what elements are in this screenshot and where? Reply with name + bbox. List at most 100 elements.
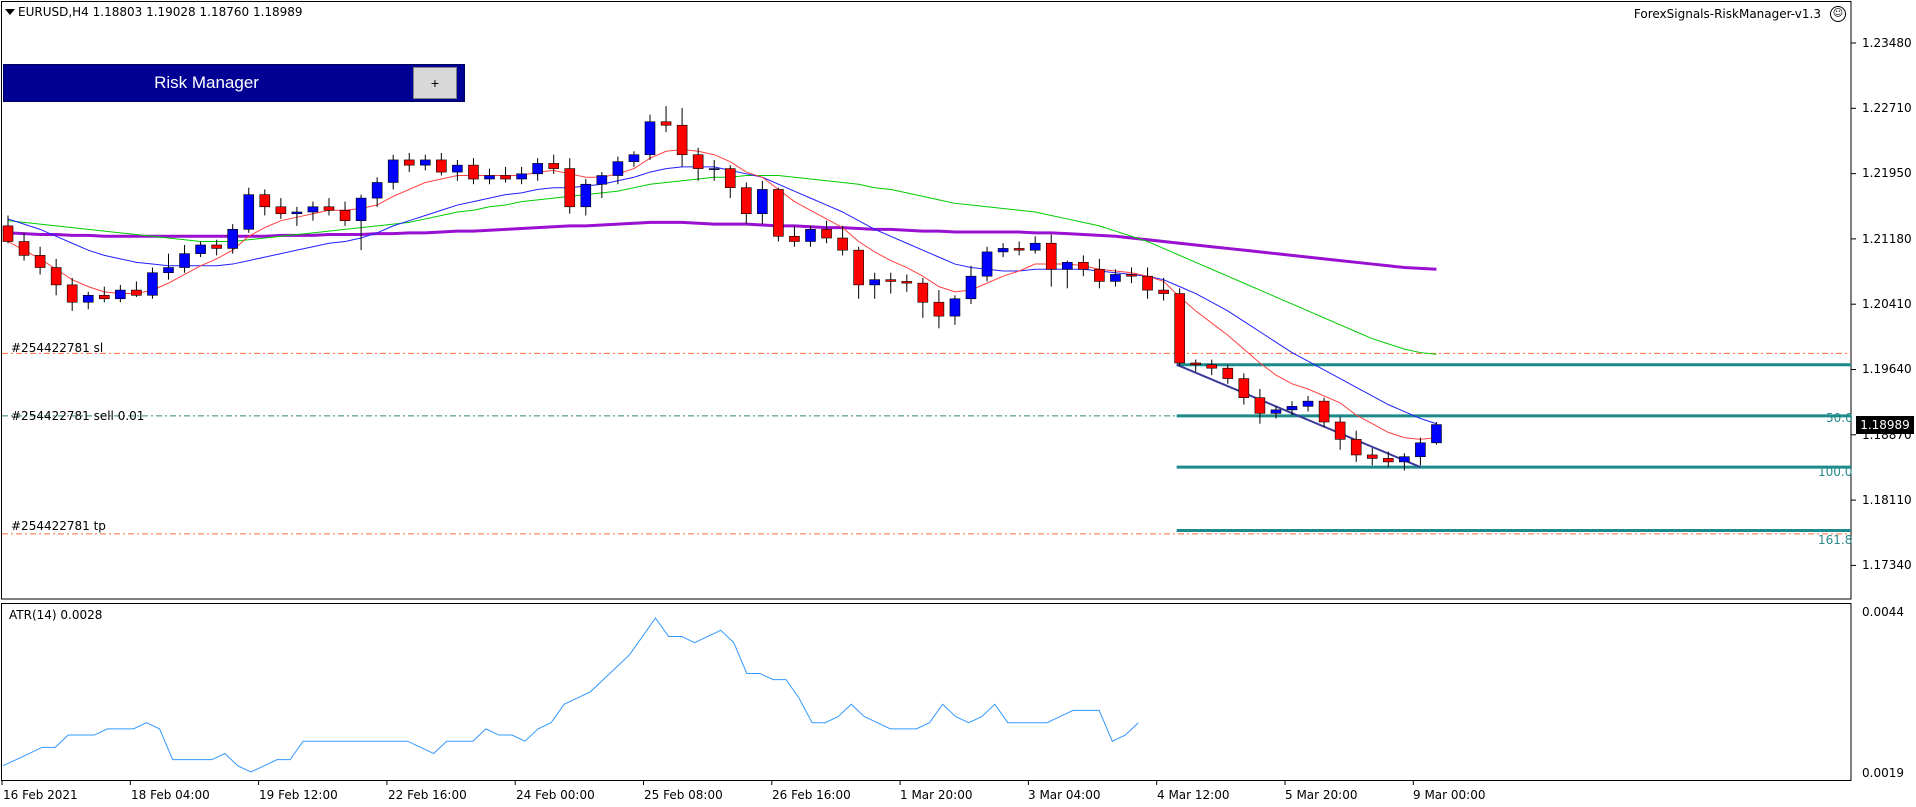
- time-axis-tick: 22 Feb 16:00: [388, 788, 467, 802]
- candle-body: [997, 248, 1009, 253]
- symbol-dropdown-icon[interactable]: [5, 9, 15, 15]
- candle-body: [1142, 275, 1153, 291]
- candle-body: [981, 251, 993, 277]
- candle-body: [1174, 293, 1185, 364]
- candle-body: [1431, 424, 1442, 444]
- candle-body: [1399, 456, 1410, 463]
- candle-body: [1286, 406, 1298, 411]
- candle-body: [66, 284, 78, 303]
- candle-body: [965, 275, 977, 300]
- candle-body: [628, 154, 640, 162]
- atr-axis-tick: 0.0044: [1862, 605, 1904, 619]
- fib-level-50-label: 50.0: [1826, 411, 1853, 425]
- candle-body: [805, 229, 816, 242]
- candle-body: [18, 241, 30, 256]
- atr-axis-tick: 0.0019: [1862, 766, 1904, 780]
- candle-body: [1158, 289, 1169, 294]
- risk-manager-expand-button[interactable]: +: [413, 67, 457, 99]
- expert-advisor-name: ForexSignals-RiskManager-v1.3: [1633, 7, 1821, 21]
- candle-body: [1078, 262, 1089, 270]
- candle-body: [307, 206, 319, 213]
- candle-body: [516, 173, 527, 180]
- candle-body: [708, 168, 720, 170]
- candle-body: [1029, 242, 1041, 251]
- candle-body: [885, 279, 897, 282]
- candle-body: [580, 183, 592, 208]
- candle-body: [837, 237, 848, 251]
- candle-body: [660, 121, 672, 126]
- time-axis-tick: 5 Mar 20:00: [1285, 788, 1358, 802]
- candle-body: [387, 159, 399, 183]
- candle-body: [34, 255, 46, 268]
- candle-body: [789, 235, 800, 242]
- candle-body: [596, 175, 608, 185]
- candle-body: [275, 206, 287, 215]
- candle-body: [179, 253, 190, 268]
- candle-body: [1366, 454, 1378, 459]
- price-axis-tick: 1.19640: [1862, 362, 1912, 376]
- candle-body: [500, 175, 511, 180]
- candle-body: [901, 281, 913, 284]
- candle-body: [50, 267, 62, 286]
- candle-body: [115, 289, 126, 300]
- risk-manager-panel: Risk Manager +: [3, 64, 465, 102]
- price-axis-tick: 1.22710: [1862, 101, 1912, 115]
- entry-order-label: #254422781 sell 0.01: [11, 409, 145, 423]
- candle-body: [1302, 400, 1314, 407]
- candle-body: [1013, 248, 1025, 251]
- price-axis-tick: 1.17340: [1862, 558, 1912, 572]
- candle-body: [259, 194, 271, 208]
- risk-manager-title[interactable]: Risk Manager: [154, 73, 259, 92]
- ma-long-line: [7, 220, 1437, 271]
- price-axis-tick: 1.21180: [1862, 232, 1912, 246]
- time-axis-tick: 3 Mar 04:00: [1028, 788, 1101, 802]
- time-axis-tick: 9 Mar 00:00: [1413, 788, 1486, 802]
- candle-body: [163, 267, 174, 274]
- time-axis-tick: 4 Mar 12:00: [1157, 788, 1230, 802]
- candle-body: [1222, 367, 1234, 379]
- candle-body: [1318, 400, 1330, 423]
- symbol-info: EURUSD,H4 1.18803 1.19028 1.18760 1.1898…: [18, 5, 303, 19]
- candle-body: [1062, 262, 1073, 270]
- candle-body: [436, 159, 447, 173]
- candle-body: [1045, 242, 1057, 270]
- candle-body: [1238, 378, 1250, 398]
- candle-body: [692, 154, 704, 169]
- candle-body: [452, 164, 463, 173]
- candle-body: [1126, 274, 1137, 277]
- candle-body: [131, 289, 142, 296]
- candle-body: [548, 163, 560, 169]
- candle-body: [2, 225, 14, 242]
- candle-body: [1270, 409, 1282, 414]
- time-axis-tick: 26 Feb 16:00: [772, 788, 851, 802]
- candle-body: [933, 301, 945, 317]
- candle-body: [403, 159, 415, 166]
- time-axis-tick: 25 Feb 08:00: [644, 788, 723, 802]
- ma-mid-line: [7, 166, 1437, 425]
- candle-body: [195, 244, 206, 254]
- candle-body: [644, 121, 656, 156]
- candle-body: [484, 175, 495, 180]
- candle-body: [355, 197, 367, 221]
- candle-body: [869, 279, 881, 286]
- fib-level-100-label: 100.0: [1818, 465, 1853, 479]
- candle-body: [1415, 442, 1426, 457]
- candle-body: [1094, 268, 1105, 282]
- candle-body: [468, 164, 479, 180]
- fib-trend-line: [1176, 363, 1421, 469]
- candle-body: [227, 229, 238, 249]
- main-chart-frame: [1, 1, 1852, 600]
- candle-body: [1254, 397, 1266, 414]
- candle-body: [612, 161, 624, 176]
- atr-panel-frame: [1, 603, 1852, 781]
- price-axis-tick: 1.21950: [1862, 166, 1912, 180]
- candle-body: [99, 294, 110, 300]
- stop-loss-label: #254422781 sl: [11, 341, 104, 355]
- candle-body: [853, 249, 864, 286]
- atr-indicator-label: ATR(14) 0.0028: [9, 608, 103, 622]
- candle-body: [757, 189, 768, 215]
- smiley-icon[interactable]: ☺: [1830, 6, 1846, 22]
- candle-body: [949, 298, 961, 317]
- time-axis-tick: 19 Feb 12:00: [259, 788, 338, 802]
